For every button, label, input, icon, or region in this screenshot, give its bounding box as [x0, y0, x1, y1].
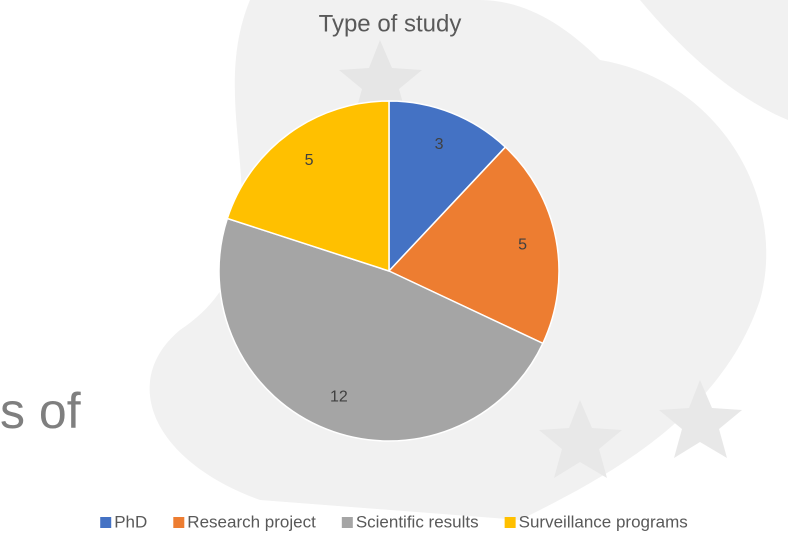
legend-label: Research project — [187, 512, 316, 531]
legend-swatch — [341, 517, 353, 528]
legend-label: Scientific results — [356, 512, 479, 531]
chart-title: Type of study — [319, 10, 462, 37]
data-label: 5 — [518, 237, 527, 254]
legend-swatch — [504, 517, 516, 528]
legend-label: PhD — [114, 512, 147, 531]
data-label: 3 — [435, 136, 444, 153]
legend-swatch — [100, 517, 112, 528]
pie: 3 5 12 5 — [218, 100, 560, 442]
legend-label: Surveillance programs — [519, 512, 688, 531]
data-label: 12 — [330, 389, 348, 406]
data-label: 5 — [305, 152, 314, 169]
slice — [226, 100, 390, 273]
legend-swatch — [173, 517, 185, 528]
slice — [218, 217, 544, 442]
legend: PhD Research project Scientific results Sur… — [100, 512, 688, 531]
slice — [387, 146, 560, 345]
slice — [388, 100, 507, 273]
background-text: s of — [0, 383, 81, 439]
